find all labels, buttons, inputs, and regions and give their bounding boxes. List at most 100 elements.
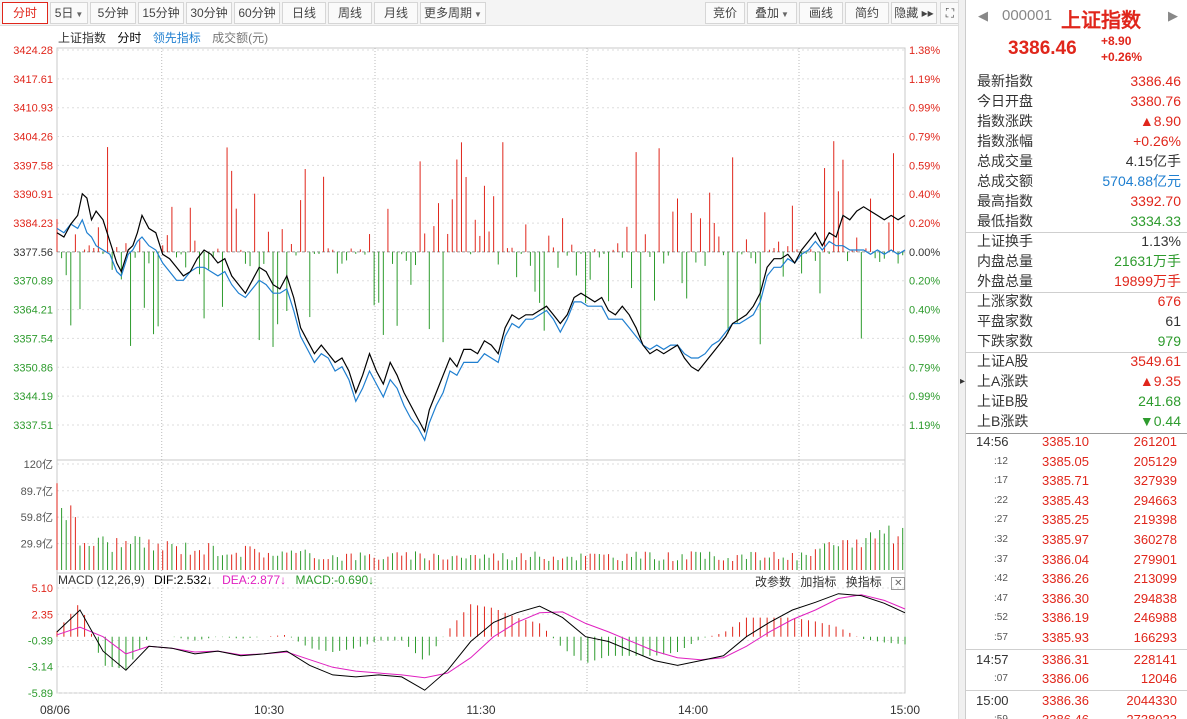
tick-time: :57 xyxy=(994,632,1008,643)
switch-indicator-button[interactable]: 换指标 xyxy=(845,575,882,589)
stat-label: 上证换手 xyxy=(977,233,1033,249)
collapse-icon[interactable]: ▸ xyxy=(960,376,966,387)
tick-group-divider xyxy=(966,689,1187,691)
tick-price: 3385.05 xyxy=(1042,453,1089,469)
tick-row: :27 3385.25 219398 xyxy=(966,510,1187,530)
price-tick-label: 3404.26 xyxy=(13,132,53,144)
period-button-3[interactable]: 15分钟 xyxy=(138,2,184,24)
time-label: 08/06 xyxy=(40,703,70,717)
tick-volume: 360278 xyxy=(1133,532,1177,547)
period-button-6[interactable]: 日线 xyxy=(282,2,326,24)
lead-line xyxy=(56,218,906,442)
tick-volume: 294663 xyxy=(1133,492,1177,508)
macd-tick-label: -0.39 xyxy=(28,635,53,647)
panel-splitter[interactable]: ▸ xyxy=(958,0,965,719)
price-tick-label: 3357.54 xyxy=(13,333,53,345)
stat-row: 上A涨跌 ▲9.35 xyxy=(966,371,1187,391)
tool-label: 叠加 xyxy=(755,6,780,20)
tick-row: :47 3386.30 294838 xyxy=(966,589,1187,609)
tool-button-2[interactable]: 画线 xyxy=(799,2,843,24)
period-label: 30分钟 xyxy=(190,6,228,20)
stat-label: 上证B股 xyxy=(977,393,1029,409)
pct-tick-label: 1.19% xyxy=(909,74,940,86)
add-indicator-button[interactable]: 加指标 xyxy=(800,575,837,589)
pct-tick-label: 0.79% xyxy=(909,362,940,374)
period-button-0[interactable]: 分时 xyxy=(2,2,48,24)
macd-dif: DIF:2.532↓ xyxy=(154,573,213,587)
legend-lead[interactable]: 领先指标 xyxy=(152,31,201,45)
stat-label: 总成交量 xyxy=(977,153,1033,169)
tick-price: 3386.30 xyxy=(1042,590,1089,606)
tick-time: 14:56 xyxy=(976,434,1009,449)
stat-value: 5704.88亿元 xyxy=(1102,173,1181,189)
macd-tick-label: 2.35 xyxy=(32,609,53,621)
stock-code: 000001 xyxy=(1002,7,1053,24)
tick-volume: 327939 xyxy=(1133,473,1177,489)
period-label: 更多周期 xyxy=(424,6,473,20)
period-button-9[interactable]: 更多周期 ▼ xyxy=(420,2,486,24)
chevron-down-icon: ▼ xyxy=(474,10,482,19)
stat-value: 979 xyxy=(1157,333,1181,349)
period-label: 日线 xyxy=(291,6,316,20)
pct-tick-label: 1.38% xyxy=(909,45,940,57)
stat-row: 总成交额 5704.88亿元 xyxy=(966,171,1187,191)
pct-tick-label: 0.59% xyxy=(909,333,940,345)
stat-value: 1.13% xyxy=(1141,233,1181,249)
period-button-1[interactable]: 5日 ▼ xyxy=(50,2,88,24)
stats-divider xyxy=(966,352,1187,353)
tick-time: :07 xyxy=(994,673,1008,685)
tick-time: :32 xyxy=(994,534,1008,545)
dif-line xyxy=(56,593,906,691)
intraday-chart[interactable]: 3424.28 1.38% 3417.61 1.19% 3410.93 0.99% 3404… xyxy=(0,26,958,719)
stat-row: 最低指数 3334.33 xyxy=(966,211,1187,231)
tick-time: :37 xyxy=(994,553,1008,565)
expand-icon[interactable]: ⛶ xyxy=(940,2,960,24)
tick-volume: 294838 xyxy=(1133,590,1177,606)
close-icon[interactable]: ✕ xyxy=(891,577,906,590)
price-tick-label: 3337.51 xyxy=(13,420,53,432)
tick-row: :17 3385.71 327939 xyxy=(966,471,1187,491)
prev-stock-icon[interactable]: ◀ xyxy=(978,8,988,23)
period-button-7[interactable]: 周线 xyxy=(328,2,372,24)
tool-button-3[interactable]: 简约 xyxy=(845,2,889,24)
tool-label: 竞价 xyxy=(712,6,737,20)
tick-time: 14:57 xyxy=(976,651,1009,667)
tool-button-0[interactable]: 竞价 xyxy=(705,2,745,24)
stat-value: 676 xyxy=(1157,293,1181,309)
stat-row: 外盘总量 19899万手 xyxy=(966,271,1187,291)
period-button-4[interactable]: 30分钟 xyxy=(186,2,232,24)
macd-label[interactable]: MACD (12,26,9) xyxy=(58,573,145,587)
tool-label: 隐藏 ▸▸ xyxy=(894,6,934,20)
volume-tick-label: 120亿 xyxy=(24,458,53,471)
macd-tick-label: 5.10 xyxy=(32,583,53,595)
stat-value: 3549.61 xyxy=(1130,353,1181,369)
tool-label: 画线 xyxy=(808,6,833,20)
period-label: 周线 xyxy=(337,6,362,20)
period-button-5[interactable]: 60分钟 xyxy=(234,2,280,24)
tick-row: :37 3386.04 279901 xyxy=(966,550,1187,570)
change-params-button[interactable]: 改参数 xyxy=(755,575,792,589)
pct-tick-label: 0.00% xyxy=(909,247,940,259)
stock-name: 上证指数 xyxy=(1061,10,1141,32)
macd-tools: 改参数 加指标 换指标 ✕ xyxy=(755,573,911,590)
next-stock-icon[interactable]: ▶ xyxy=(1168,8,1178,23)
pct-tick-label: 0.79% xyxy=(909,132,940,144)
period-button-2[interactable]: 5分钟 xyxy=(90,2,136,24)
stat-row: 上证换手 1.13% xyxy=(966,231,1187,251)
tick-time: :17 xyxy=(994,475,1008,487)
tool-button-1[interactable]: 叠加 ▼ xyxy=(747,2,797,24)
tick-price: 3385.25 xyxy=(1042,512,1089,528)
tick-volume: 228141 xyxy=(1133,651,1177,667)
stat-row: 上涨家数 676 xyxy=(966,291,1187,311)
tick-price: 3385.97 xyxy=(1042,532,1089,547)
tick-time: :12 xyxy=(994,455,1008,467)
tick-time: :52 xyxy=(994,612,1008,624)
stats-divider xyxy=(966,292,1187,293)
pct-tick-label: 0.20% xyxy=(909,218,940,230)
tool-button-4[interactable]: 隐藏 ▸▸ xyxy=(891,2,937,24)
tick-price: 3386.06 xyxy=(1042,671,1089,687)
period-button-8[interactable]: 月线 xyxy=(374,2,418,24)
tick-volume: 246988 xyxy=(1133,610,1177,626)
ticks-divider xyxy=(966,433,1187,434)
stat-label: 总成交额 xyxy=(977,173,1033,189)
